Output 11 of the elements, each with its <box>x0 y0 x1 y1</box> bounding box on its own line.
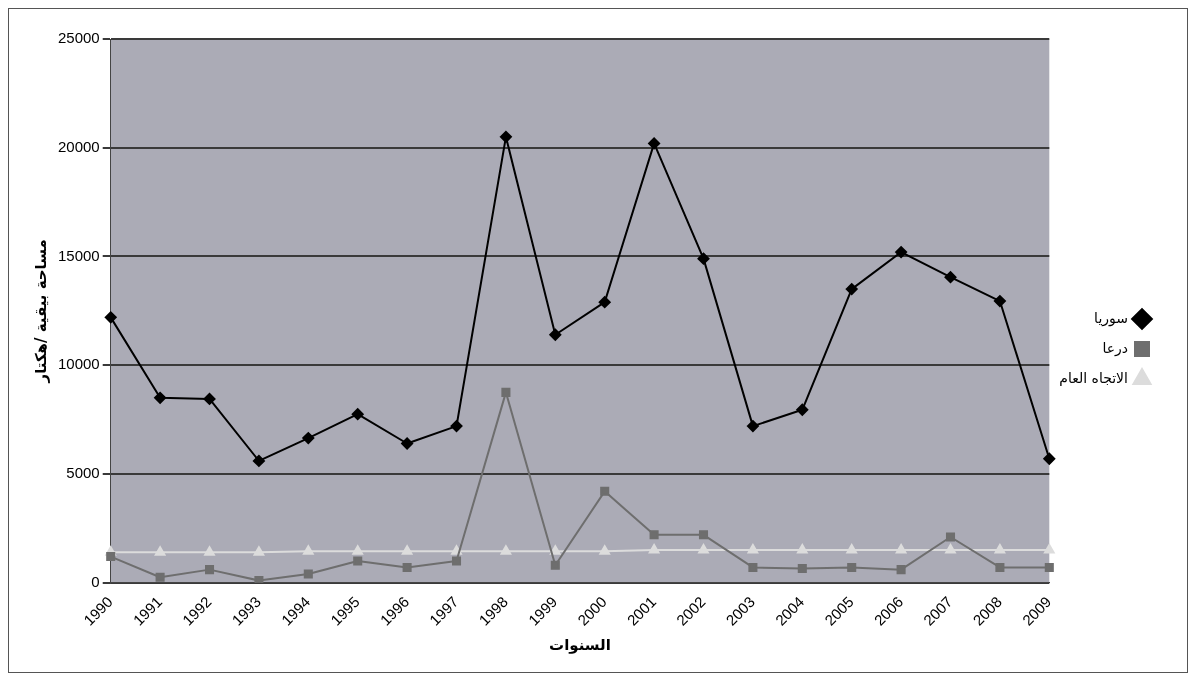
legend-label: درعا <box>1102 339 1128 357</box>
y-tick-label: 10000 <box>57 355 100 373</box>
legend-label: الاتجاه العام <box>1059 369 1128 386</box>
y-tick-label: 0 <box>91 572 100 590</box>
y-tick-label: 15000 <box>57 246 100 264</box>
y-tick-label: 25000 <box>57 29 100 47</box>
y-tick-label: 5000 <box>66 464 100 482</box>
y-tick-label: 20000 <box>57 137 100 155</box>
x-axis-title: السنوات <box>549 635 611 654</box>
legend-label: سوريا <box>1094 309 1128 327</box>
y-axis-title: مساحة بيقية /هكتار <box>31 239 50 384</box>
